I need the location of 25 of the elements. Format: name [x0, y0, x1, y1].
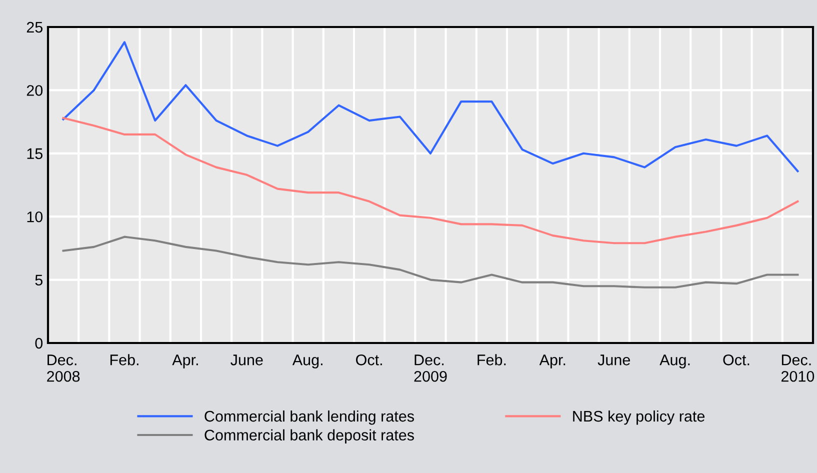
x-tick-label: Apr. [172, 354, 198, 368]
legend-label: NBS key policy rate [573, 410, 705, 425]
y-tick-label: 10 [27, 211, 43, 222]
y-tick-label: 5 [35, 274, 42, 286]
legend-label: Commercial bank lending rates [204, 410, 414, 425]
y-tick-label: 0 [35, 338, 43, 349]
y-tick-label: 15 [27, 148, 42, 160]
x-tick-label: Dec. 2008 [47, 354, 80, 382]
x-tick-label: Aug. [292, 354, 322, 368]
x-tick-label: June [598, 354, 630, 366]
x-tick-label: Oct. [356, 354, 382, 366]
x-tick-label: Aug. [660, 354, 690, 368]
y-tick-label: 20 [26, 85, 43, 96]
x-tick-label: Oct. [723, 354, 750, 366]
line-series [62, 236, 799, 288]
x-tick-label: Feb. [110, 354, 138, 366]
legend-label: Commercial bank deposit rates [204, 429, 414, 444]
x-tick-label: Apr. [539, 354, 566, 368]
x-tick-label: Dec. 2010 [781, 354, 814, 382]
x-tick-label: Dec. 2009 [414, 354, 447, 382]
y-tick-label: 25 [26, 22, 42, 33]
line-series [62, 41, 799, 172]
x-tick-label: June [230, 354, 263, 366]
line-series [62, 116, 799, 244]
x-tick-label: Feb. [478, 354, 506, 366]
